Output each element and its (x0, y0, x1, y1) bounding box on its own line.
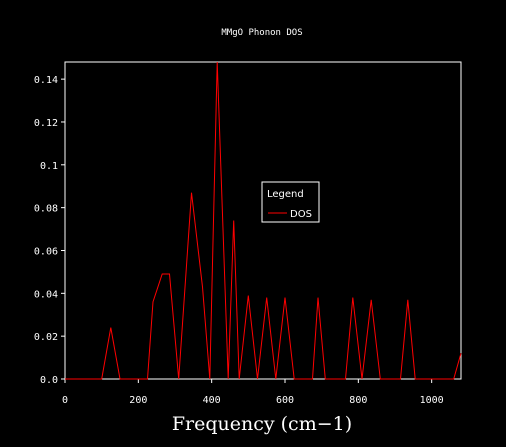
x-axis: 0 200 400 600 800 1000 (62, 379, 444, 406)
legend-title: Legend (267, 189, 304, 200)
y-tick-label: 0.12 (34, 118, 58, 129)
plot-area (64, 61, 462, 380)
series-layer (65, 61, 462, 380)
x-tick-label: 400 (203, 395, 221, 406)
series-line-dos (65, 61, 462, 380)
y-tick-label: 0.0 (40, 375, 58, 386)
y-tick-label: 0.06 (34, 246, 58, 257)
y-tick-label: 0.1 (40, 161, 58, 172)
legend-entry-dos: DOS (290, 209, 312, 220)
x-tick-label: 200 (129, 395, 147, 406)
x-tick-label: 600 (276, 395, 294, 406)
legend: Legend DOS (261, 181, 320, 223)
y-tick-label: 0.08 (34, 204, 58, 215)
y-axis: 0.0 0.02 0.04 0.06 0.08 0.1 0.12 0.14 (34, 75, 65, 386)
y-tick-label: 0.14 (34, 75, 58, 86)
chart-title: MMgO Phonon DOS (221, 28, 302, 38)
y-tick-label: 0.02 (34, 332, 58, 343)
x-tick-label: 800 (349, 395, 367, 406)
x-tick-label: 1000 (420, 395, 444, 406)
x-tick-label: 0 (62, 395, 68, 406)
x-axis-label: Frequency (cm−1) (172, 413, 352, 435)
y-tick-label: 0.04 (34, 289, 58, 300)
legend-box (261, 181, 320, 223)
